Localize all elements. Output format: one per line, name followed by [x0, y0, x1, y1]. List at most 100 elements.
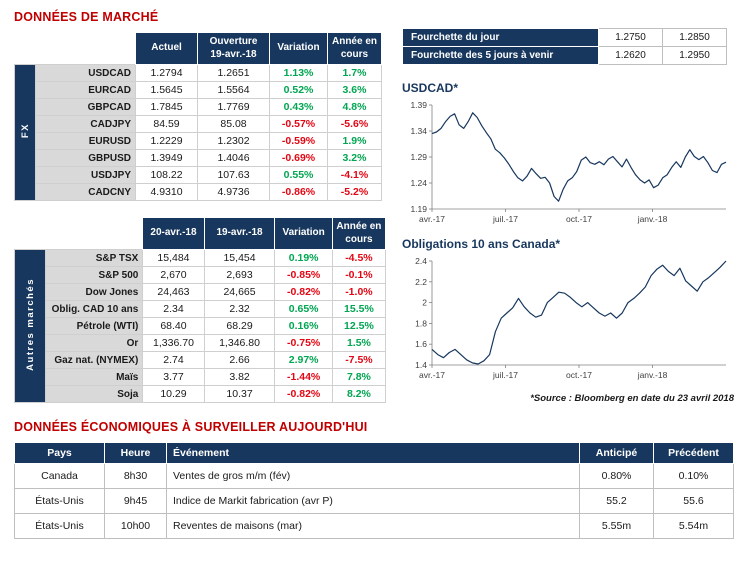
- fx-variation: -0.57%: [269, 115, 328, 133]
- econ-row: États-Unis 9h45 Indice de Markit fabricati…: [14, 488, 734, 514]
- markets-ytd: -7.5%: [331, 351, 387, 369]
- range-row: Fourchette des 5 jours à venir 1.2620 1.29…: [402, 46, 727, 65]
- usdcad-range-table: Fourchette du jour 1.2750 1.2850 Fourchette…: [402, 28, 727, 65]
- fx-row-label: EURUSD: [35, 132, 136, 150]
- markets-row-label: S&P TSX: [44, 249, 144, 267]
- markets-variation: 0.16%: [274, 317, 333, 335]
- markets-row-label: Dow Jones: [44, 283, 144, 301]
- fx-header-ytd: Année en cours: [327, 32, 382, 65]
- svg-text:juil.-17: juil.-17: [492, 214, 518, 224]
- svg-text:janv.-18: janv.-18: [637, 370, 668, 380]
- markets-ytd: -4.5%: [331, 249, 387, 267]
- econ-evenement: Reventes de maisons (mar): [166, 513, 580, 539]
- fx-row: EURCAD 1.5645 1.5564 0.52% 3.6%: [15, 81, 382, 99]
- right-column: Fourchette du jour 1.2750 1.2850 Fourchette…: [402, 8, 735, 404]
- fx-table-header: Actuel Ouverture 19-avr.-18 Variation An…: [14, 32, 382, 65]
- fx-row-label: CADCNY: [35, 183, 136, 201]
- econ-heure: 10h00: [104, 513, 167, 539]
- left-column: DONNÉES DE MARCHÉ Actuel Ouverture 19-av…: [14, 8, 387, 404]
- fx-value-previous: 85.08: [197, 115, 270, 133]
- markets-header-variation: Variation: [274, 217, 333, 250]
- svg-text:1.4: 1.4: [415, 360, 427, 370]
- markets-value-previous: 2.32: [203, 300, 276, 318]
- markets-value-previous: 1,346.80: [203, 334, 276, 352]
- markets-row-label: Pétrole (WTI): [44, 317, 144, 335]
- markets-variation: -0.82%: [274, 385, 333, 403]
- economic-events-table: Pays Heure Événement Anticipé Précédent …: [14, 442, 734, 539]
- markets-value-previous: 68.29: [203, 317, 276, 335]
- markets-row: Soja 10.29 10.37 -0.82% 8.2%: [15, 385, 387, 403]
- markets-row-label: Maïs: [44, 368, 144, 386]
- econ-row: Canada 8h30 Ventes de gros m/m (fév) 0.80% 0…: [14, 463, 734, 489]
- range-high: 1.2850: [662, 28, 727, 47]
- fx-value-previous: 4.9736: [197, 183, 270, 201]
- fx-value-current: 1.3949: [135, 149, 198, 167]
- markets-value-current: 68.40: [142, 317, 205, 335]
- usdcad-line-chart: 1.19 1.24 1.29 1.34 1.39 avr.-17 juil.-17 oct.-…: [410, 100, 727, 224]
- markets-value-previous: 2.66: [203, 351, 276, 369]
- svg-text:1.19: 1.19: [410, 204, 427, 214]
- markets-variation: -0.82%: [274, 283, 333, 301]
- bond-line-chart: 1.4 1.6 1.8 2 2.2 2.4 avr.-17 juil.-17 oct.-17 ja…: [415, 256, 727, 380]
- usdcad-chart-title: USDCAD*: [402, 81, 459, 95]
- fx-variation: -0.86%: [269, 183, 328, 201]
- markets-variation: -0.85%: [274, 266, 333, 284]
- fx-header-blank-label: [35, 32, 136, 65]
- markets-row-label: Soja: [44, 385, 144, 403]
- fx-value-previous: 107.63: [197, 166, 270, 184]
- fx-row: CADJPY 84.59 85.08 -0.57% -5.6%: [15, 115, 382, 133]
- svg-text:oct.-17: oct.-17: [566, 370, 592, 380]
- svg-text:1.24: 1.24: [410, 178, 427, 188]
- markets-row: Maïs 3.77 3.82 -1.44% 7.8%: [15, 368, 387, 386]
- markets-ytd: 8.2%: [331, 385, 387, 403]
- markets-variation: 0.19%: [274, 249, 333, 267]
- fx-variation: 0.43%: [269, 98, 328, 116]
- econ-anticipe: 55.2: [579, 488, 654, 514]
- fx-table: Actuel Ouverture 19-avr.-18 Variation An…: [14, 32, 382, 201]
- markets-header-ytd: Année en cours: [331, 217, 387, 250]
- markets-value-current: 2.34: [142, 300, 205, 318]
- source-note: *Source : Bloomberg en date du 23 avril …: [530, 393, 734, 404]
- econ-heure: 9h45: [104, 488, 167, 514]
- svg-text:avr.-17: avr.-17: [419, 370, 445, 380]
- markets-row: Pétrole (WTI) 68.40 68.29 0.16% 12.5%: [15, 317, 387, 335]
- markets-side-label: Autres marchés: [14, 249, 46, 403]
- fx-ytd: -5.6%: [327, 115, 382, 133]
- markets-header-date2: 19-avr.-18: [203, 217, 276, 250]
- markets-row-label: Gaz nat. (NYMEX): [44, 351, 144, 369]
- fx-variation: -0.69%: [269, 149, 328, 167]
- svg-text:2: 2: [422, 298, 427, 308]
- markets-ytd: -0.1%: [331, 266, 387, 284]
- markets-value-previous: 2,693: [203, 266, 276, 284]
- fx-ytd: 1.7%: [327, 64, 382, 82]
- fx-value-current: 1.5645: [135, 81, 198, 99]
- fx-value-previous: 1.5564: [197, 81, 270, 99]
- markets-value-current: 3.77: [142, 368, 205, 386]
- svg-text:1.6: 1.6: [415, 339, 427, 349]
- markets-header-blank-side: [14, 217, 46, 250]
- svg-text:janv.-18: janv.-18: [637, 214, 668, 224]
- svg-text:1.8: 1.8: [415, 318, 427, 328]
- fx-variation: 1.13%: [269, 64, 328, 82]
- fx-row-label: USDCAD: [35, 64, 136, 82]
- fx-variation: -0.59%: [269, 132, 328, 150]
- markets-ytd: 15.5%: [331, 300, 387, 318]
- econ-header-pays: Pays: [14, 442, 105, 464]
- econ-evenement: Indice de Markit fabrication (avr P): [166, 488, 580, 514]
- markets-row: Gaz nat. (NYMEX) 2.74 2.66 2.97% -7.5%: [15, 351, 387, 369]
- markets-value-previous: 15,454: [203, 249, 276, 267]
- markets-value-current: 1,336.70: [142, 334, 205, 352]
- markets-value-previous: 24,665: [203, 283, 276, 301]
- bond-chart-block: Obligations 10 ans Canada* 1.4 1.6 1.8 2 2.2…: [402, 237, 735, 383]
- range-low: 1.2750: [598, 28, 663, 47]
- econ-precedent: 0.10%: [653, 463, 734, 489]
- markets-value-previous: 10.37: [203, 385, 276, 403]
- range-low: 1.2620: [598, 46, 663, 65]
- fx-value-current: 108.22: [135, 166, 198, 184]
- fx-row-label: CADJPY: [35, 115, 136, 133]
- econ-evenement: Ventes de gros m/m (fév): [166, 463, 580, 489]
- markets-table: 20-avr.-18 19-avr.-18 Variation Année en…: [14, 217, 387, 403]
- fx-row: EURUSD 1.2229 1.2302 -0.59% 1.9%: [15, 132, 382, 150]
- fx-ytd: -4.1%: [327, 166, 382, 184]
- svg-text:1.29: 1.29: [410, 152, 427, 162]
